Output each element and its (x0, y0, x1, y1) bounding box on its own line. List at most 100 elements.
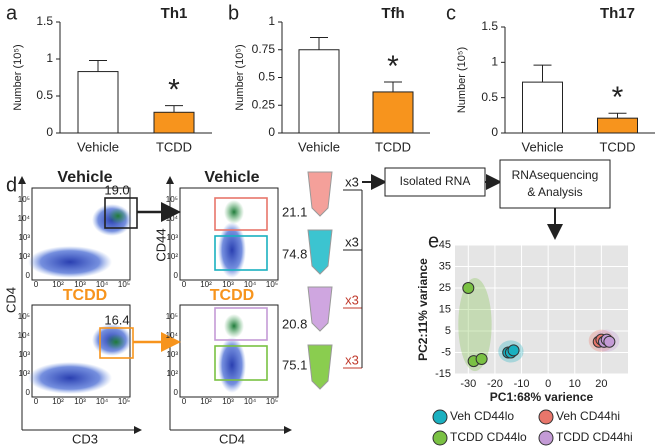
log-tick-y: 10⁴ (166, 331, 179, 340)
annotation: * (387, 50, 399, 83)
log-tick-x: 10³ (222, 397, 234, 406)
log-tick-y: 10⁵ (18, 195, 30, 204)
x-tick-label: Vehicle (77, 139, 119, 154)
panel-letter: c (446, 2, 456, 24)
gate-label: 19.0 (104, 182, 129, 197)
legend-label: TCDD CD44hi (556, 430, 633, 444)
plot-title: TCDD (210, 287, 254, 304)
axis-label: CD44 (153, 228, 168, 261)
legend-marker (538, 409, 554, 425)
gates (99, 197, 268, 381)
plot-title: TCDD (63, 287, 107, 304)
log-tick-x: 10² (52, 280, 64, 289)
log-tick-x: 10² (52, 397, 64, 406)
x-tick-label: -30 (460, 378, 476, 390)
log-tick-x: 10⁴ (96, 280, 109, 289)
y-tick-label: 0 (491, 125, 498, 139)
y-tick-label: 25 (439, 282, 451, 294)
log-tick-x: 10⁴ (244, 397, 257, 406)
log-tick-y: 0 (26, 388, 31, 397)
plot-title: Vehicle (57, 169, 112, 186)
chart-title: Th17 (600, 5, 635, 22)
gate-label: 21.1 (282, 204, 307, 219)
legend-label: TCDD CD44lo (450, 430, 527, 444)
point (507, 344, 520, 357)
y-tick-label: 0 (46, 125, 53, 139)
gate-label: 20.8 (282, 316, 307, 331)
y-tick-label: 1.5 (481, 19, 498, 33)
y-tick-label: 0.5 (258, 70, 275, 84)
legend-label: Veh CD44hi (556, 409, 620, 423)
y-tick-label: -5 (441, 346, 451, 358)
bar (153, 111, 195, 134)
log-tick-y: 10³ (18, 233, 30, 242)
point (475, 352, 488, 365)
chart-title: Tfh (381, 5, 404, 22)
bar (597, 117, 638, 134)
log-tick-y: 0 (174, 388, 179, 397)
point (462, 282, 475, 294)
gate-label: 75.1 (282, 357, 307, 372)
box-label: & Analysis (527, 185, 582, 199)
y-tick-label: 1 (268, 14, 275, 28)
x-tick-label: TCDD (599, 139, 635, 154)
replicate-label: x3 (345, 352, 359, 367)
bar (522, 81, 563, 134)
log-tick-x: 0 (34, 280, 39, 289)
log-tick-y: 10⁵ (166, 312, 178, 321)
x-tick-label: -10 (514, 378, 530, 390)
log-tick-y: 10³ (18, 350, 30, 359)
y-tick-label: 45 (439, 239, 451, 251)
y-tick-label: 1 (46, 51, 53, 65)
log-tick-x: 10³ (74, 280, 86, 289)
log-tick-y: 10² (166, 369, 178, 378)
log-tick-y: 0 (174, 271, 179, 280)
x-tick-label: Vehicle (522, 139, 564, 154)
replicate-label: x3 (345, 234, 359, 249)
legend-marker (538, 430, 554, 446)
log-tick-x: 10² (200, 280, 212, 289)
y-tick-label: 15 (439, 303, 451, 315)
gate-label: 16.4 (104, 312, 129, 327)
log-tick-y: 10⁴ (18, 214, 31, 223)
log-tick-y: 10² (166, 252, 178, 261)
x-tick-label: TCDD (156, 139, 192, 154)
y-tick-label: 1 (491, 55, 498, 69)
legend-label: Veh CD44lo (450, 409, 514, 423)
tubes (307, 159, 611, 390)
box-label: RNAsequencing (512, 168, 599, 182)
panel-letter: a (6, 2, 18, 24)
point (603, 335, 616, 348)
annotation: * (612, 81, 624, 114)
log-tick-y: 0 (26, 271, 31, 280)
y-tick-label: 5 (445, 325, 451, 337)
log-tick-x: 10⁵ (118, 280, 130, 289)
replicate-label: x3 (345, 292, 359, 307)
gate-label: 74.8 (282, 246, 307, 261)
log-tick-x: 10⁵ (118, 397, 130, 406)
legend-marker (432, 409, 448, 425)
y-tick-label: 1.5 (36, 14, 53, 28)
box-label: Isolated RNA (400, 174, 471, 188)
annotation: * (168, 74, 180, 107)
y-axis-label: Number (10⁵) (456, 47, 468, 113)
log-tick-x: 0 (182, 280, 187, 289)
axis-label: CD4 (3, 287, 18, 313)
bar (298, 49, 340, 134)
x-tick-label: Vehicle (298, 139, 340, 154)
log-tick-y: 10⁴ (18, 331, 31, 340)
y-tick-label: 0.5 (481, 90, 498, 104)
axis-label: CD3 (72, 431, 98, 446)
log-tick-x: 10³ (74, 397, 86, 406)
y-tick-label: 35 (439, 260, 451, 272)
panel-letter: b (228, 2, 239, 24)
legend-marker (432, 430, 448, 446)
x-axis-label: PC1:68% varience (490, 390, 594, 404)
replicate-label: x3 (345, 174, 359, 189)
y-tick-label: 0.25 (252, 97, 276, 111)
chart-title: Th1 (161, 5, 188, 22)
y-axis-label: PC2:11% variance (416, 258, 430, 361)
y-tick-label: 0 (268, 125, 275, 139)
axis-label: CD4 (219, 431, 245, 446)
